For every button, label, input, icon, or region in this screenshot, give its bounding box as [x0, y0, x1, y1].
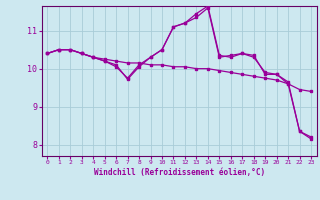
X-axis label: Windchill (Refroidissement éolien,°C): Windchill (Refroidissement éolien,°C) — [94, 168, 265, 177]
